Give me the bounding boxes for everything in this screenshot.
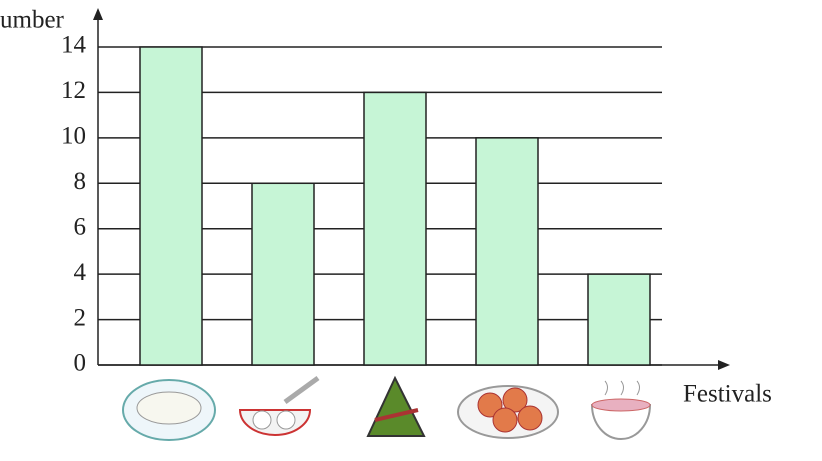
y-tick-label: 2 [74,304,87,331]
bar [251,182,315,366]
tangyuan [276,410,296,430]
y-tick-label: 0 [74,350,87,377]
tangyuan [252,410,272,430]
zongzi-string [374,408,419,422]
porridge [591,398,651,412]
y-tick-label: 10 [61,123,86,150]
bar [475,137,539,366]
mooncake [517,405,543,431]
y-tick-label: 6 [74,213,87,240]
dumplings [136,391,202,425]
y-axis-arrow [93,8,103,20]
bar [139,46,203,366]
porridge-bowl [590,404,652,440]
steam [604,380,640,396]
bar [363,91,427,366]
food-icons [122,375,652,441]
mooncake [477,392,503,418]
mooncake [502,387,528,413]
y-tick-label: 12 [61,77,86,104]
y-axis-label: umber [0,7,65,34]
x-axis-label: Festivals [683,381,772,408]
bar [587,273,651,366]
y-tick-label: 14 [61,32,87,59]
mooncake [492,407,518,433]
y-tick-label: 4 [74,259,87,286]
tangyuan-bowl [238,409,312,436]
x-axis-arrow [718,360,730,370]
zongzi [366,375,426,437]
spoon [283,375,320,405]
y-tick-label: 8 [74,168,87,195]
